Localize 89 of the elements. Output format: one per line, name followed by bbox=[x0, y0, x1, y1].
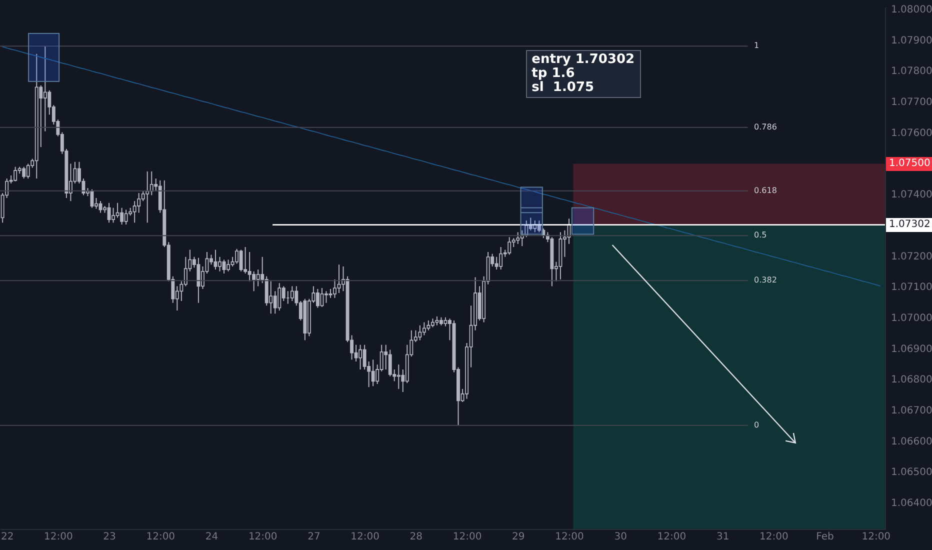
candlestick bbox=[528, 217, 532, 231]
candlestick bbox=[226, 259, 230, 272]
x-tick-label: 12:00 bbox=[146, 532, 176, 542]
candlestick bbox=[273, 290, 277, 314]
y-tick-label: 1.07700 bbox=[891, 97, 932, 108]
candlestick bbox=[316, 288, 320, 308]
x-tick-label: 29 bbox=[512, 532, 525, 542]
candlestick bbox=[252, 270, 256, 292]
annotation: 0.618 bbox=[754, 186, 777, 195]
candlestick bbox=[290, 286, 294, 302]
x-tick-label: 12:00 bbox=[862, 532, 891, 542]
x-tick-label: 12:00 bbox=[350, 532, 380, 542]
annotation: 0 bbox=[754, 420, 760, 430]
y-tick-label: 1.06600 bbox=[891, 436, 932, 448]
x-tick-label: 12:00 bbox=[657, 532, 686, 542]
x-tick-label: 28 bbox=[410, 532, 423, 542]
candlestick bbox=[337, 264, 341, 294]
y-tick-label: 1.06800 bbox=[891, 374, 932, 386]
candlestick bbox=[214, 249, 218, 270]
candlestick bbox=[26, 163, 30, 180]
y-tick-label: 1.07600 bbox=[891, 128, 932, 139]
candlestick bbox=[516, 232, 520, 244]
x-tick-label: 27 bbox=[308, 532, 320, 542]
annotation: 0.5 bbox=[754, 230, 767, 240]
y-tick-label: 1.07800 bbox=[891, 66, 932, 78]
annotation: 1 bbox=[754, 41, 760, 50]
candlestick bbox=[494, 256, 498, 270]
x-tick-label: 23 bbox=[103, 532, 116, 542]
candlestick bbox=[396, 364, 400, 390]
x-tick-label: 24 bbox=[205, 532, 218, 542]
candlestick bbox=[120, 207, 124, 225]
x-tick-label: Feb bbox=[816, 532, 834, 542]
candlestick bbox=[137, 192, 141, 214]
candlestick bbox=[264, 276, 268, 306]
candlestick bbox=[418, 324, 422, 341]
x-tick-label: 12:00 bbox=[248, 532, 278, 542]
candlestick bbox=[524, 220, 528, 238]
candlestick bbox=[124, 209, 128, 225]
y-tick-label: 1.06700 bbox=[891, 406, 932, 417]
candlestick bbox=[116, 202, 120, 218]
candlestick bbox=[508, 236, 512, 256]
y-tick-label: 1.06500 bbox=[891, 467, 932, 478]
y-tick-label: 1.07000 bbox=[891, 312, 932, 324]
annotation: sl 1.075 bbox=[532, 80, 596, 96]
candlestick bbox=[132, 200, 136, 224]
annotation: 0.786 bbox=[754, 122, 777, 132]
annotation: 0.382 bbox=[754, 276, 777, 285]
y-tick-label: 1.08000 bbox=[891, 4, 932, 16]
x-tick-label: 12:00 bbox=[44, 532, 73, 542]
candlestick bbox=[422, 322, 426, 336]
y-tick-label: 1.07100 bbox=[891, 282, 932, 294]
candlestick bbox=[256, 269, 260, 287]
annotation: tp 1.6 bbox=[532, 66, 575, 82]
candlestick bbox=[542, 228, 546, 239]
candlestick bbox=[269, 280, 273, 314]
candlestick bbox=[14, 166, 18, 182]
candlestick bbox=[362, 344, 366, 370]
candlestick bbox=[248, 251, 252, 282]
y-tick-label: 1.06900 bbox=[891, 344, 932, 355]
candlestick bbox=[388, 349, 392, 377]
candlestick bbox=[278, 282, 282, 312]
band-label: 1.07500 bbox=[886, 156, 932, 171]
candlestick bbox=[239, 249, 243, 272]
candlestick bbox=[107, 202, 111, 224]
candlestick bbox=[426, 320, 430, 331]
y-tick-label: 1.06400 bbox=[891, 498, 932, 510]
x-tick-label: 12:00 bbox=[452, 532, 482, 542]
annotation: entry 1.70302 bbox=[532, 52, 635, 68]
candlestick bbox=[244, 246, 248, 274]
candlestick bbox=[22, 166, 26, 180]
candlestick bbox=[112, 207, 116, 224]
candlestick bbox=[320, 288, 324, 308]
line-series bbox=[2, 46, 880, 286]
ref-line-label: 1.07302 bbox=[886, 218, 932, 232]
candlestick bbox=[371, 359, 375, 387]
x-tick-label: 12:00 bbox=[760, 532, 788, 542]
candlestick bbox=[196, 257, 200, 304]
y-tick-label: 1.07900 bbox=[891, 35, 932, 46]
y-tick-label: 1.07200 bbox=[891, 251, 932, 262]
candlestick bbox=[358, 344, 362, 370]
candlestick bbox=[43, 46, 47, 132]
x-tick-label: 12:00 bbox=[555, 532, 584, 542]
y-tick-label: 1.07400 bbox=[891, 190, 932, 201]
x-tick-label: 31 bbox=[716, 532, 730, 542]
candlestick bbox=[218, 256, 222, 272]
x-tick-label: 22 bbox=[0, 532, 14, 542]
candlestick bbox=[333, 278, 336, 298]
x-tick-label: 30 bbox=[614, 532, 627, 542]
candlestick bbox=[499, 246, 503, 270]
